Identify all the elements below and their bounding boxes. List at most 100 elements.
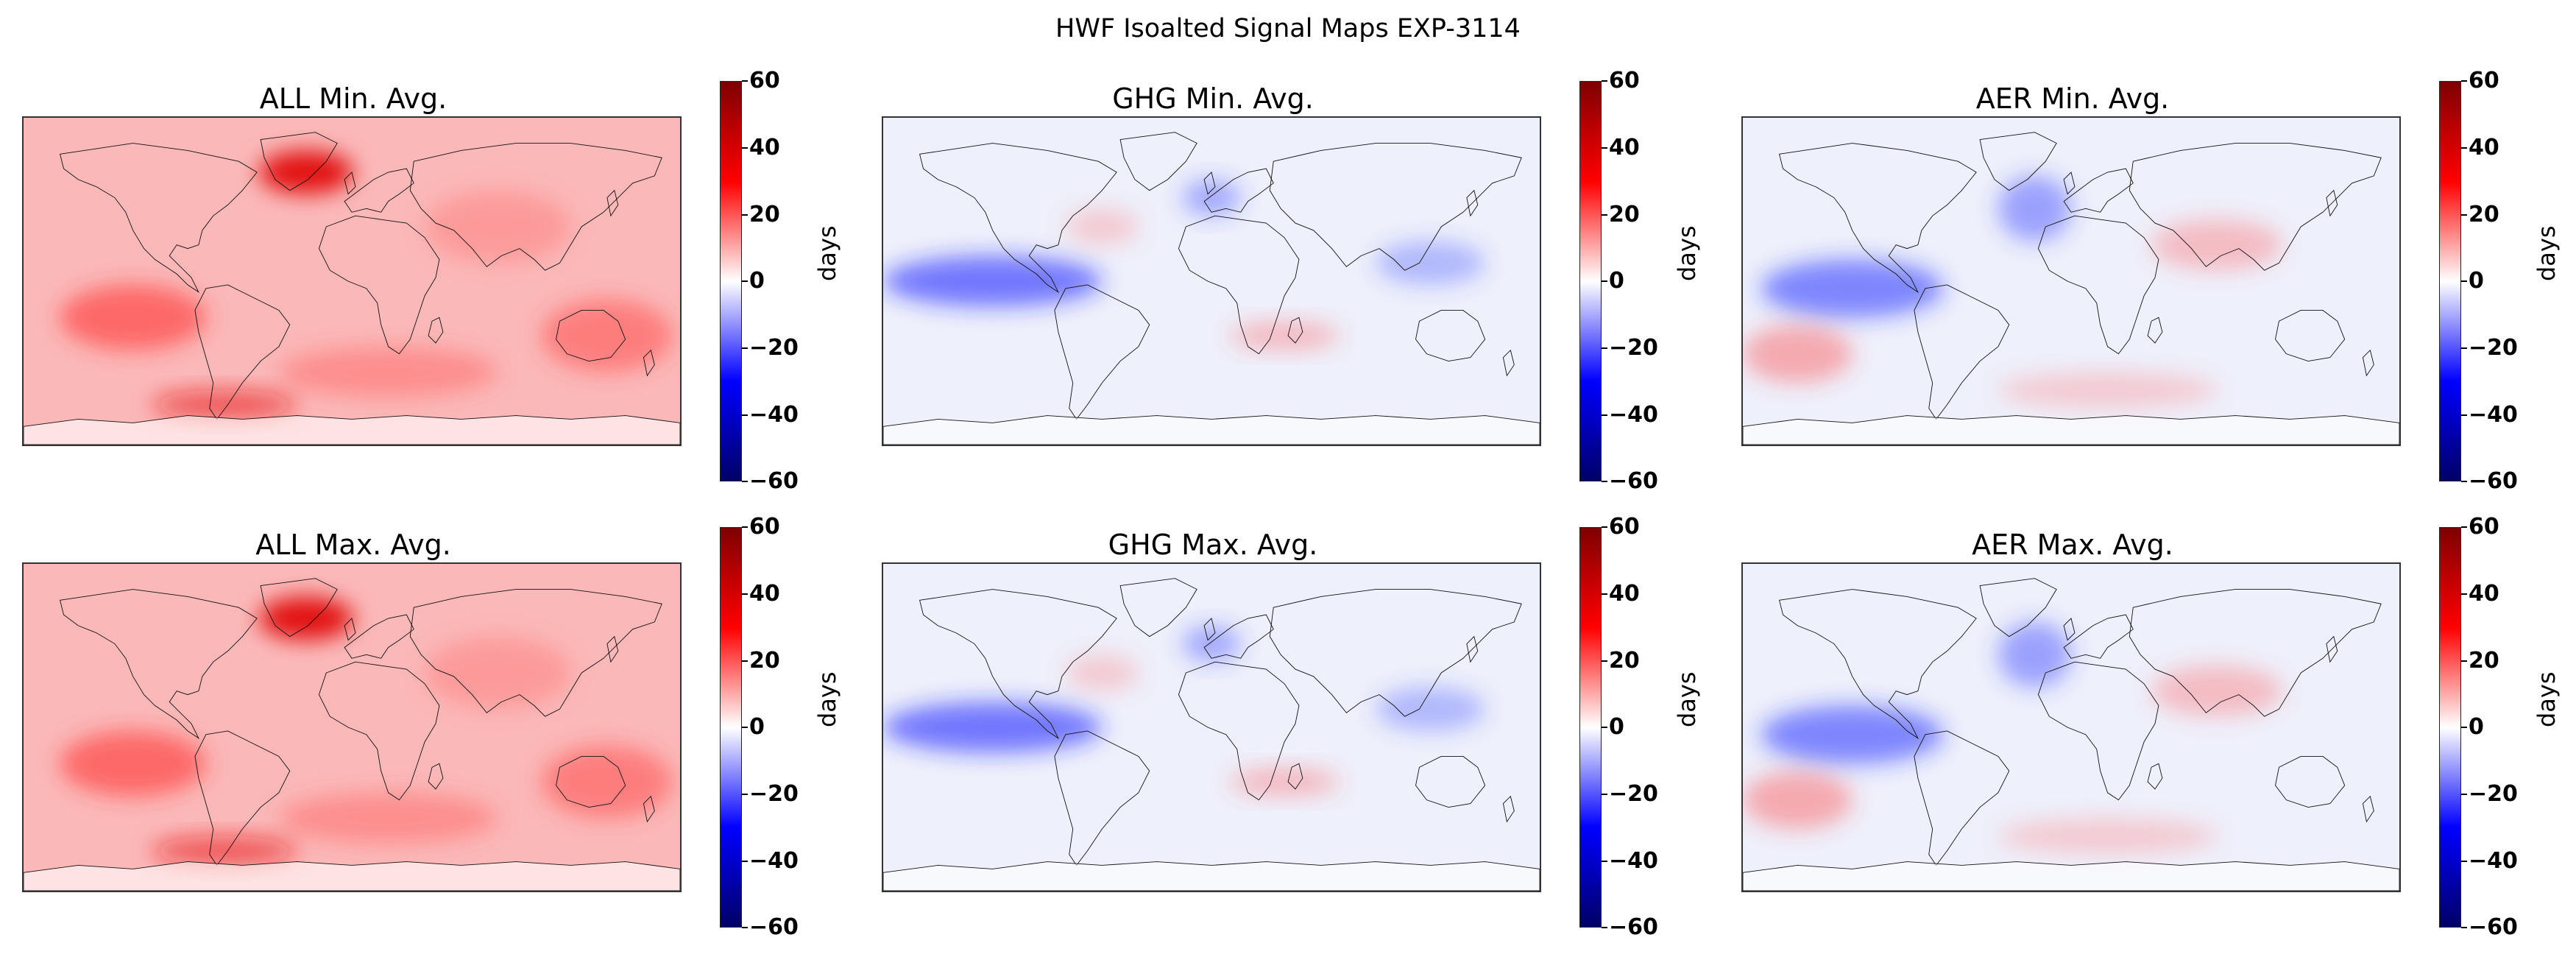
panel-all-min: ALL Min. Avg. 60 40 20 0 −20 −40 −60 day… xyxy=(0,0,841,492)
colorbar-label: days xyxy=(1673,671,1701,727)
anomaly-patch xyxy=(425,636,571,710)
coast-madagascar xyxy=(428,763,443,789)
coast-europe xyxy=(344,615,414,658)
anomaly-patch xyxy=(151,836,297,866)
map-aer-max xyxy=(1741,562,2401,892)
colorbar-tick: −20 xyxy=(2461,335,2518,361)
coast-japan xyxy=(1467,191,1478,216)
coast-new-zealand xyxy=(2363,797,2374,822)
anomaly-patch xyxy=(1376,241,1485,285)
anomaly-patch xyxy=(1229,767,1340,797)
colorbar-tick: 60 xyxy=(742,68,780,93)
colorbar-tick: −60 xyxy=(2461,468,2518,494)
coast-north-america xyxy=(920,144,1117,292)
coast-new-zealand xyxy=(643,350,654,376)
colorbar-tick: 20 xyxy=(742,648,780,674)
colorbar-tick: −40 xyxy=(1602,848,1658,874)
coast-antarctica xyxy=(883,416,1540,445)
colorbar-tick: −20 xyxy=(742,335,799,361)
coast-new-zealand xyxy=(2363,350,2374,376)
coast-greenland xyxy=(261,133,337,191)
coast-europe xyxy=(344,169,414,212)
colorbar-tick: 40 xyxy=(2461,135,2499,160)
coast-south-america xyxy=(1055,731,1150,866)
colorbar-label: days xyxy=(813,671,841,727)
colorbar-tick: 0 xyxy=(2461,268,2484,294)
coast-africa xyxy=(1178,662,1299,799)
coast-greenland xyxy=(1980,133,2056,191)
colorbar-tick: 0 xyxy=(742,268,765,294)
panel-title: ALL Min. Avg. xyxy=(259,82,447,115)
colorbar-tick: −40 xyxy=(2461,402,2518,428)
colorbar-tick: 0 xyxy=(1602,714,1624,740)
colorbar-label: days xyxy=(2533,671,2561,727)
coast-north-america xyxy=(920,590,1117,738)
colorbar-tick: 40 xyxy=(1602,135,1640,160)
colorbar-tick: −40 xyxy=(2461,848,2518,874)
coast-madagascar xyxy=(1288,317,1303,343)
colorbar-tick: 60 xyxy=(1602,514,1640,540)
colorbar-tick: 20 xyxy=(1602,202,1640,227)
anomaly-patch xyxy=(541,745,673,819)
colorbar-tick: 40 xyxy=(742,135,780,160)
colorbar-tick: −40 xyxy=(742,402,799,428)
anomaly-patch xyxy=(1998,818,2218,855)
coast-africa xyxy=(1178,216,1299,353)
colorbar-tick: −20 xyxy=(1602,335,1658,361)
coast-uk xyxy=(344,172,355,194)
coast-greenland xyxy=(261,579,337,637)
anomaly-patch xyxy=(883,255,1103,307)
anomaly-patch xyxy=(60,284,206,350)
colorbar-tick: −20 xyxy=(2461,781,2518,807)
colorbar xyxy=(2439,527,2461,928)
coast-asia xyxy=(1270,144,1521,271)
coast-uk xyxy=(2064,172,2075,194)
anomaly-patch xyxy=(1998,175,2071,241)
colorbar xyxy=(2439,81,2461,481)
colorbar-label: days xyxy=(2533,225,2561,281)
colorbar-tick: 40 xyxy=(1602,581,1640,607)
anomaly-patch xyxy=(1998,372,2218,409)
coast-europe xyxy=(2064,615,2133,658)
anomaly-patch xyxy=(1065,654,1139,691)
coast-north-america xyxy=(60,590,258,738)
panel-ghg-max: GHG Max. Avg. 60 40 20 0 −20 −40 −60 day… xyxy=(860,446,1701,939)
coast-uk xyxy=(1204,618,1215,640)
coast-africa xyxy=(319,662,439,799)
coast-madagascar xyxy=(1288,763,1303,789)
coast-uk xyxy=(2064,618,2075,640)
anomaly-patch xyxy=(883,702,1103,753)
anomaly-patch xyxy=(151,390,297,420)
colorbar-tick: 60 xyxy=(2461,68,2499,93)
coast-europe xyxy=(1204,169,1273,212)
coast-japan xyxy=(607,637,618,663)
colorbar-tick: −60 xyxy=(1602,468,1658,494)
coast-antarctica xyxy=(883,862,1540,891)
coast-uk xyxy=(1204,172,1215,194)
colorbar-tick: 0 xyxy=(1602,268,1624,294)
colorbar-label: days xyxy=(1673,225,1701,281)
anomaly-patch xyxy=(258,150,354,194)
anomaly-patch xyxy=(541,299,673,372)
anomaly-patch xyxy=(1743,771,1853,830)
anomaly-patch xyxy=(1229,321,1340,350)
panel-title: AER Min. Avg. xyxy=(1975,82,2170,115)
colorbar xyxy=(720,527,742,928)
colorbar-tick: 20 xyxy=(1602,648,1640,674)
coast-new-zealand xyxy=(643,797,654,822)
colorbar xyxy=(1579,527,1602,928)
anomaly-patch xyxy=(2151,665,2283,717)
coast-north-america xyxy=(1780,590,1977,738)
coast-japan xyxy=(2326,191,2338,216)
anomaly-patch xyxy=(425,190,571,264)
map-ghg-max xyxy=(882,562,1541,892)
colorbar-tick: −40 xyxy=(742,848,799,874)
coast-africa xyxy=(319,216,439,353)
coast-europe xyxy=(1204,615,1273,658)
coast-north-america xyxy=(60,144,258,292)
anomaly-patch xyxy=(278,792,498,844)
colorbar xyxy=(1579,81,1602,481)
colorbar xyxy=(720,81,742,481)
colorbar-tick: −40 xyxy=(1602,402,1658,428)
colorbar-tick: 40 xyxy=(2461,581,2499,607)
